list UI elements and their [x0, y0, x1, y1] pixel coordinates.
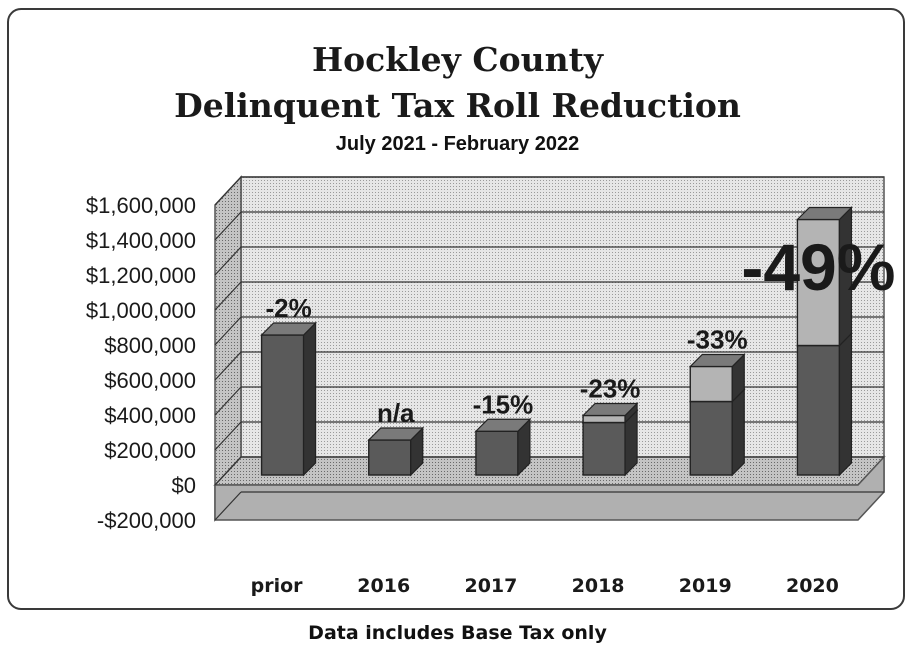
- x-tick-label: 2020: [786, 575, 839, 597]
- gridline-side: [214, 211, 242, 241]
- y-tick-label: $400,000: [104, 403, 196, 428]
- bar-stack-2019-top: [688, 353, 746, 368]
- gridline-side: [214, 176, 242, 206]
- y-tick-label: $200,000: [104, 438, 196, 463]
- gridline-side: [214, 421, 242, 451]
- bar-2017: [474, 417, 532, 477]
- bar-stack-2019: [688, 353, 746, 403]
- bar-2016-front: [368, 439, 412, 476]
- bar-2016: [367, 426, 425, 477]
- data-label: -33%: [687, 325, 748, 355]
- data-label: n/a: [377, 398, 415, 428]
- x-tick-label: 2019: [679, 575, 732, 597]
- back-wall: [240, 176, 885, 493]
- bar-2020-side: [838, 332, 853, 477]
- bar-2020: [795, 332, 853, 477]
- bar-2019: [688, 388, 746, 477]
- bar-stack-2018-front: [582, 414, 626, 424]
- bar-2020-front: [796, 344, 841, 476]
- bar-prior-front: [260, 334, 305, 476]
- bar-stack-2019-front: [689, 365, 733, 403]
- y-tick-label: $1,000,000: [86, 298, 196, 323]
- bar-stack-2020-top: [795, 206, 853, 221]
- y-tick-label: $1,600,000: [86, 193, 196, 218]
- chart-subtitle: July 2021 - February 2022: [335, 133, 580, 155]
- bar-2017-front: [475, 430, 519, 476]
- y-tick-label: $600,000: [104, 368, 196, 393]
- gridline-side: [214, 316, 242, 346]
- x-tick-label: 2017: [464, 575, 517, 597]
- data-label: -15%: [473, 389, 534, 419]
- gridline-side: [214, 386, 242, 416]
- data-label: -23%: [580, 374, 641, 404]
- bar-2019-side: [731, 388, 745, 477]
- bar-2018: [581, 409, 639, 477]
- bar-stack-2020: [795, 206, 853, 347]
- bar-2016-top: [367, 427, 425, 441]
- bar-2017-top: [474, 418, 532, 432]
- x-tick-label: 2016: [357, 575, 410, 597]
- bar-prior-top: [260, 322, 318, 336]
- x-tick-label: prior: [251, 575, 304, 597]
- bar-stack-2018: [581, 402, 639, 424]
- y-tick-label: -$200,000: [97, 508, 196, 533]
- bar-prior-side: [302, 321, 317, 477]
- y-tick-label: $800,000: [104, 333, 196, 358]
- bar-2019-front: [689, 400, 733, 476]
- x-tick-label: 2018: [572, 575, 625, 597]
- gridline-side: [214, 246, 242, 276]
- gridline-side: [214, 351, 242, 381]
- data-label: -2%: [265, 293, 311, 323]
- y-tick-label: $1,200,000: [86, 263, 196, 288]
- bar-2018-front: [582, 421, 626, 476]
- bar-stack-2018-top: [581, 402, 639, 417]
- y-tick-label: $1,400,000: [86, 228, 196, 253]
- y-tick-label: $0: [172, 473, 196, 498]
- gridline-side: [214, 491, 242, 521]
- bar-prior: [260, 321, 318, 477]
- data-label: -49%: [741, 230, 895, 304]
- gridline-side: [214, 281, 242, 311]
- gridline-side: [214, 456, 242, 486]
- chart-title-line2: Delinquent Tax Roll Reduction: [174, 86, 741, 125]
- chart-title: Hockley County: [311, 40, 604, 79]
- chart-footnote: Data includes Base Tax only: [308, 622, 607, 644]
- bar-stack-2020-front: [796, 218, 841, 347]
